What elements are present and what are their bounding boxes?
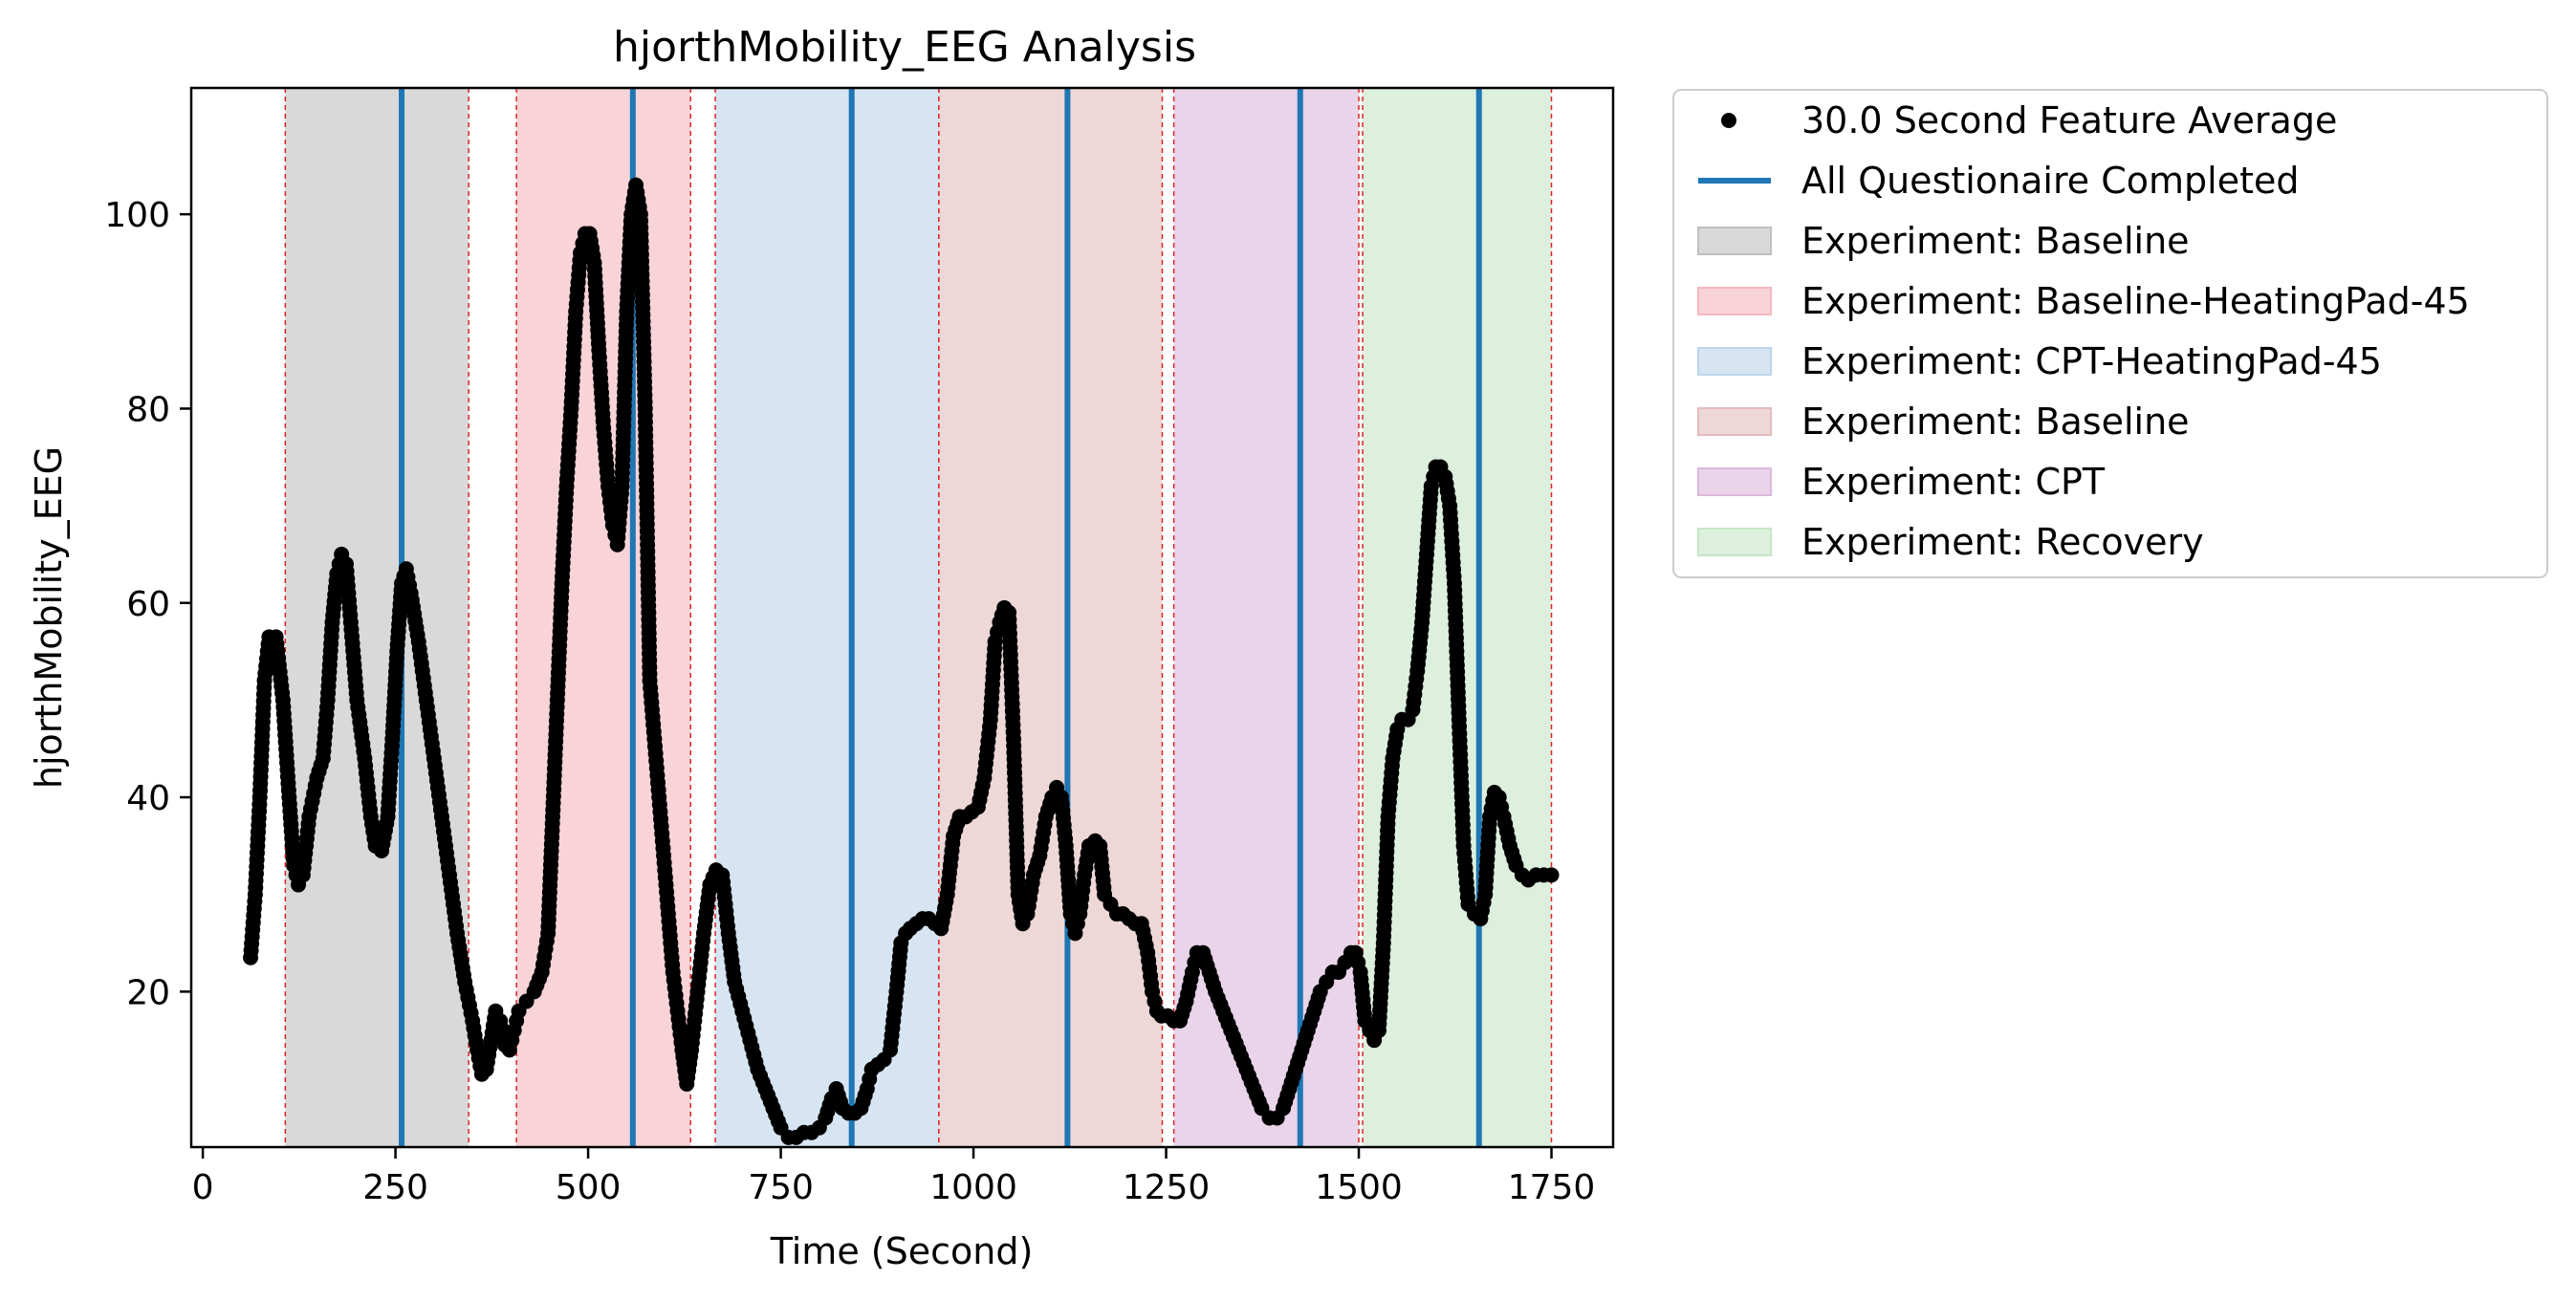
legend-label-region-6: Experiment: Recovery [1801, 521, 2204, 563]
region-1 [285, 88, 469, 1147]
y-tick-label: 60 [126, 585, 170, 624]
boundary-layer [284, 88, 1553, 1147]
plot-area [189, 86, 1615, 1149]
y-tick-label: 20 [126, 973, 170, 1012]
legend-label-region-2: Experiment: Baseline-HeatingPad-45 [1801, 280, 2470, 322]
region-5 [1173, 88, 1360, 1147]
region-4 [938, 88, 1163, 1147]
y-tick-label: 100 [104, 196, 170, 235]
legend-swatch-region-3 [1697, 347, 1772, 376]
x-tick-label: 1000 [929, 1168, 1017, 1207]
legend-label-points: 30.0 Second Feature Average [1801, 99, 2337, 141]
x-tick-label: 750 [748, 1168, 814, 1207]
points-layer [243, 177, 1560, 1145]
legend-label-region-4: Experiment: Baseline [1801, 401, 2190, 443]
x-tick-label: 1500 [1315, 1168, 1403, 1207]
data-point [1543, 867, 1560, 883]
x-tick-label: 1750 [1508, 1168, 1596, 1207]
legend-label-region-1: Experiment: Baseline [1801, 220, 2190, 262]
legend-swatch-region-2 [1697, 287, 1772, 315]
x-tick-label: 0 [192, 1168, 214, 1207]
legend-label-questionnaire: All Questionaire Completed [1801, 160, 2300, 202]
y-tick-label: 80 [126, 390, 170, 429]
legend-items: 30.0 Second Feature Average All Questiona… [1697, 99, 2470, 563]
legend-label-region-5: Experiment: CPT [1801, 461, 2106, 503]
plot-frame [189, 86, 1615, 1149]
y-tick-label: 40 [126, 779, 170, 818]
x-tick-label: 500 [556, 1168, 622, 1207]
x-axis: 0 250 500 750 1000 1250 1500 1750 [192, 1147, 1596, 1207]
legend-swatch-region-6 [1697, 528, 1772, 556]
legend-marker-points [1721, 113, 1736, 128]
region-3 [715, 88, 939, 1147]
x-tick-label: 250 [362, 1168, 428, 1207]
legend-frame [1672, 89, 2548, 578]
legend: 30.0 Second Feature Average All Questiona… [1672, 89, 2548, 578]
legend-swatch-region-5 [1697, 467, 1772, 496]
x-tick-label: 1250 [1123, 1168, 1211, 1207]
legend-swatch-region-1 [1697, 227, 1772, 255]
y-axis: 20 40 60 80 100 [104, 196, 191, 1012]
x-axis-title: Time (Second) [770, 1230, 1034, 1272]
y-axis-title: hjorthMobility_EEG [28, 446, 70, 789]
chart-title: hjorthMobility_EEG Analysis [613, 23, 1196, 72]
legend-swatch-region-4 [1697, 407, 1772, 436]
legend-label-region-3: Experiment: CPT-HeatingPad-45 [1801, 340, 2382, 382]
